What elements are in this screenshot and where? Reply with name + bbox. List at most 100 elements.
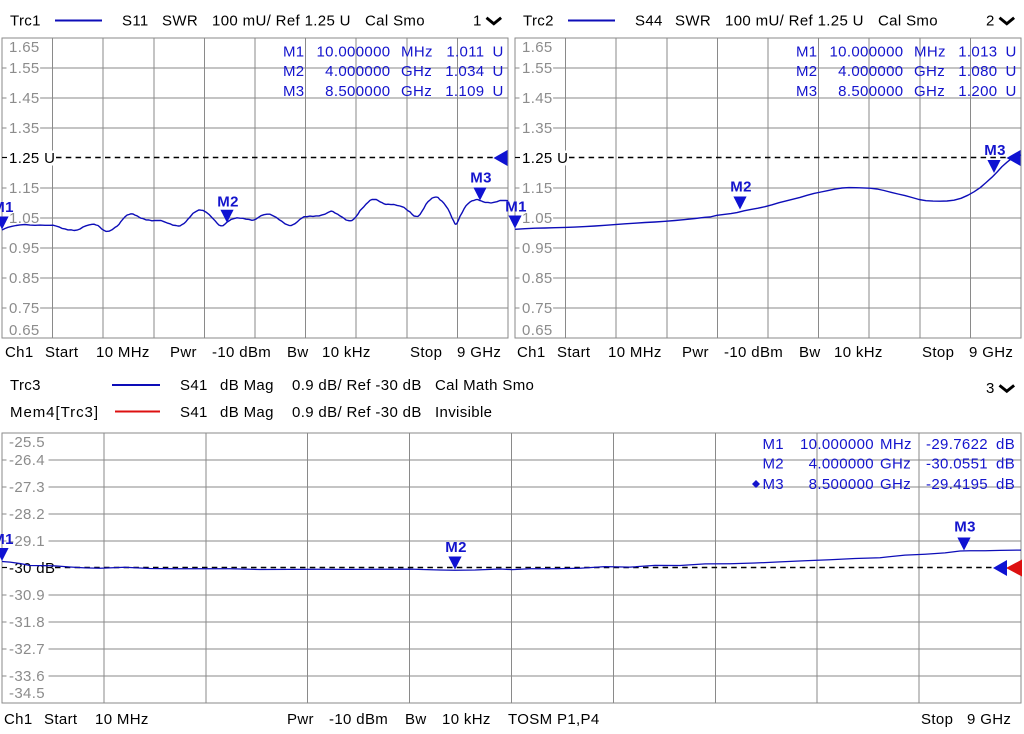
- svg-text:M2: M2: [730, 179, 752, 196]
- svg-text:Bw: Bw: [799, 344, 821, 361]
- svg-text:4.000000: 4.000000: [325, 63, 390, 80]
- svg-text:4.000000: 4.000000: [809, 456, 874, 473]
- svg-text:GHz: GHz: [401, 83, 432, 100]
- svg-text:-30.9: -30.9: [9, 587, 45, 604]
- svg-text:MHz: MHz: [914, 44, 946, 61]
- svg-text:0.85: 0.85: [9, 270, 40, 287]
- svg-text:4.000000: 4.000000: [838, 63, 903, 80]
- svg-text:GHz: GHz: [880, 476, 911, 493]
- svg-text:GHz: GHz: [401, 63, 432, 80]
- svg-text:-32.7: -32.7: [9, 641, 45, 658]
- svg-text:10 kHz: 10 kHz: [442, 711, 491, 728]
- svg-text:Ch1: Ch1: [4, 711, 33, 728]
- svg-text:M1: M1: [505, 199, 527, 216]
- svg-text:-29.1: -29.1: [9, 533, 45, 550]
- svg-text:100 mU/ Ref 1.25 U: 100 mU/ Ref 1.25 U: [725, 13, 864, 30]
- svg-text:Start: Start: [557, 344, 591, 361]
- svg-text:-27.3: -27.3: [9, 479, 45, 496]
- svg-text:dB: dB: [996, 476, 1015, 493]
- svg-text:M2: M2: [283, 63, 305, 80]
- svg-text:0.75: 0.75: [522, 300, 553, 317]
- svg-text:U: U: [1006, 44, 1017, 61]
- svg-text:dB: dB: [996, 456, 1015, 473]
- svg-text:1.013: 1.013: [958, 44, 997, 61]
- svg-text:Stop: Stop: [921, 711, 953, 728]
- svg-text:SWR: SWR: [162, 13, 198, 30]
- svg-text:GHz: GHz: [914, 63, 945, 80]
- svg-text:0.65: 0.65: [522, 322, 553, 339]
- svg-text:1.109: 1.109: [445, 83, 484, 100]
- svg-text:1.25 U: 1.25 U: [9, 150, 55, 167]
- svg-text:0.95: 0.95: [9, 240, 40, 257]
- svg-text:M3: M3: [283, 83, 305, 100]
- svg-text:1.45: 1.45: [9, 90, 40, 107]
- svg-text:-33.6: -33.6: [9, 668, 45, 685]
- svg-text:U: U: [1006, 63, 1017, 80]
- svg-text:Cal Smo: Cal Smo: [365, 13, 425, 30]
- svg-text:1.15: 1.15: [522, 180, 553, 197]
- svg-text:0.85: 0.85: [522, 270, 553, 287]
- svg-text:U: U: [493, 44, 504, 61]
- svg-text:M3: M3: [954, 519, 976, 536]
- svg-text:8.500000: 8.500000: [325, 83, 390, 100]
- svg-text:Ch1: Ch1: [5, 344, 34, 361]
- svg-text:1.55: 1.55: [522, 60, 553, 77]
- svg-text:Mem4[Trc3]: Mem4[Trc3]: [10, 404, 99, 421]
- svg-text:Trc3: Trc3: [10, 377, 41, 394]
- svg-text:Trc2: Trc2: [523, 13, 554, 30]
- svg-text:GHz: GHz: [880, 456, 911, 473]
- svg-text:1.05: 1.05: [522, 210, 553, 227]
- svg-text:-10 dBm: -10 dBm: [329, 711, 388, 728]
- svg-text:10 kHz: 10 kHz: [834, 344, 883, 361]
- svg-text:1.65: 1.65: [9, 39, 40, 56]
- svg-text:M2: M2: [445, 539, 467, 556]
- svg-text:U: U: [1006, 83, 1017, 100]
- svg-text:10 kHz: 10 kHz: [322, 344, 371, 361]
- svg-text:-28.2: -28.2: [9, 506, 45, 523]
- svg-text:Pwr: Pwr: [287, 711, 314, 728]
- svg-text:10.000000: 10.000000: [800, 436, 874, 453]
- svg-text:100 mU/ Ref 1.25 U: 100 mU/ Ref 1.25 U: [212, 13, 351, 30]
- svg-text:S41: S41: [180, 377, 208, 394]
- svg-text:S44: S44: [635, 13, 663, 30]
- svg-text:TOSM P1,P4: TOSM P1,P4: [508, 711, 600, 728]
- svg-text:-25.5: -25.5: [9, 434, 45, 451]
- svg-text:S11: S11: [122, 13, 149, 30]
- svg-text:1.200: 1.200: [958, 83, 997, 100]
- svg-text:M2: M2: [217, 194, 239, 211]
- svg-text:M1: M1: [283, 44, 305, 61]
- svg-text:M1: M1: [0, 199, 14, 216]
- svg-text:M3: M3: [984, 142, 1006, 159]
- svg-text:M1: M1: [796, 44, 818, 61]
- svg-text:MHz: MHz: [880, 436, 912, 453]
- svg-text:10 MHz: 10 MHz: [96, 344, 150, 361]
- svg-text:-10 dBm: -10 dBm: [724, 344, 783, 361]
- svg-text:Bw: Bw: [287, 344, 309, 361]
- svg-text:Bw: Bw: [405, 711, 427, 728]
- svg-text:1.45: 1.45: [522, 90, 553, 107]
- svg-text:-34.5: -34.5: [9, 685, 45, 702]
- svg-text:8.500000: 8.500000: [809, 476, 874, 493]
- svg-text:2: 2: [986, 13, 995, 30]
- svg-text:M3: M3: [762, 476, 784, 493]
- svg-text:1.35: 1.35: [522, 120, 553, 137]
- svg-text:9 GHz: 9 GHz: [969, 344, 1013, 361]
- svg-text:Invisible: Invisible: [435, 404, 492, 421]
- svg-text:1.15: 1.15: [9, 180, 40, 197]
- svg-text:M1: M1: [0, 531, 14, 548]
- svg-text:MHz: MHz: [401, 44, 433, 61]
- svg-text:Pwr: Pwr: [170, 344, 197, 361]
- svg-text:U: U: [493, 83, 504, 100]
- svg-text:U: U: [493, 63, 504, 80]
- svg-text:SWR: SWR: [675, 13, 711, 30]
- svg-text:1.05: 1.05: [9, 210, 40, 227]
- svg-text:1.011: 1.011: [446, 44, 484, 61]
- svg-text:1.65: 1.65: [522, 39, 553, 56]
- svg-text:M1: M1: [762, 436, 784, 453]
- svg-text:Cal Smo: Cal Smo: [878, 13, 938, 30]
- svg-text:10.000000: 10.000000: [316, 44, 390, 61]
- svg-text:M3: M3: [796, 83, 818, 100]
- svg-text:0.9 dB/ Ref -30 dB: 0.9 dB/ Ref -30 dB: [292, 377, 422, 394]
- svg-text:-31.8: -31.8: [9, 614, 45, 631]
- svg-text:10 MHz: 10 MHz: [608, 344, 662, 361]
